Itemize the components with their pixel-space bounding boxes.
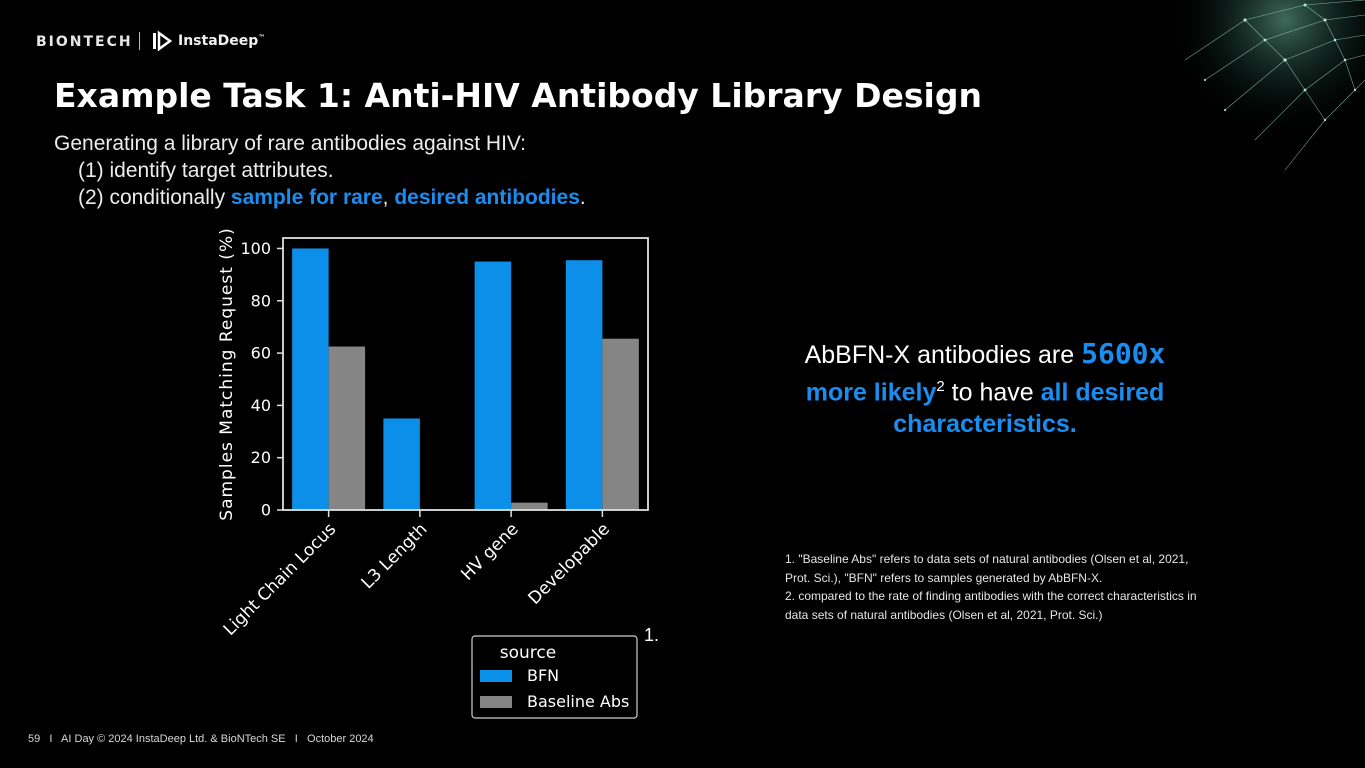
- legend-label: Baseline Abs: [527, 692, 629, 711]
- highlight-desired-antibodies: desired antibodies: [394, 186, 580, 209]
- intro-line-3-prefix: (2) conditionally: [78, 186, 231, 209]
- network-decoration: [1165, 0, 1365, 200]
- legend-title: source: [500, 643, 556, 663]
- callout-superscript: 2: [936, 378, 945, 395]
- bar-bfn-2: [474, 261, 512, 510]
- bar-baseline-abs-3: [602, 338, 639, 510]
- x-tick-label: L3 Length: [358, 519, 432, 593]
- intro-text: Generating a library of rare antibodies …: [54, 130, 586, 211]
- footer-date: October 2024: [307, 733, 374, 745]
- intro-line-3-end: .: [579, 186, 586, 209]
- slide-title: Example Task 1: Anti-HIV Antibody Librar…: [54, 76, 982, 115]
- biontech-logo: BIONTECH: [36, 34, 133, 50]
- callout-text-2: to have: [944, 378, 1041, 407]
- bar-bfn-0: [292, 248, 329, 510]
- highlight-sample-rare: sample for rare: [230, 186, 383, 209]
- footer-copyright: AI Day © 2024 InstaDeep Ltd. & BioNTech …: [61, 733, 286, 745]
- footer-separator: I: [294, 733, 298, 745]
- instadeep-logo-text: InstaDeep: [178, 33, 259, 49]
- figure-footnote-marker: 1.: [644, 625, 660, 645]
- footer-page-number: 59: [28, 733, 41, 745]
- y-tick-label: 0: [261, 501, 271, 520]
- y-tick-label: 80: [251, 291, 271, 310]
- y-tick-label: 20: [251, 448, 271, 467]
- y-axis-label: Samples Matching Request (%): [217, 227, 237, 520]
- plot-frame: [282, 237, 649, 511]
- intro-line-3-mid: ,: [382, 186, 395, 209]
- y-tick-label: 60: [251, 344, 271, 363]
- footnotes: 1. "Baseline Abs" refers to data sets of…: [785, 550, 1215, 624]
- bar-baseline-abs-2: [511, 502, 548, 510]
- bar-bfn-3: [565, 260, 603, 510]
- y-tick-label: 100: [240, 239, 271, 258]
- instadeep-logo: InstaDeep™: [152, 30, 265, 52]
- callout-text-1: AbBFN-X antibodies are: [804, 341, 1082, 369]
- logo-divider: [139, 32, 140, 50]
- callout-text: AbBFN-X antibodies are 5600x more likely…: [770, 338, 1200, 440]
- legend-swatch-bfn: [480, 670, 512, 682]
- instadeep-logo-icon: [153, 30, 172, 52]
- legend-swatch-baseline-abs: [480, 696, 512, 708]
- x-tick-label: Light Chain Locus: [220, 519, 341, 640]
- bar-bfn-1: [383, 418, 420, 510]
- callout-more-likely: more likely: [805, 378, 937, 407]
- bar-baseline-abs-0: [328, 346, 366, 510]
- trademark-symbol: ™: [258, 33, 266, 42]
- callout-all-desired: all desired characteristics.: [893, 378, 1165, 439]
- footer: 59 I AI Day © 2024 InstaDeep Ltd. & BioN…: [28, 733, 374, 745]
- intro-line-1: Generating a library of rare antibodies …: [54, 132, 526, 155]
- footnote-1: 1. "Baseline Abs" refers to data sets of…: [785, 552, 1189, 585]
- footnote-2: 2. compared to the rate of finding antib…: [785, 589, 1197, 622]
- intro-line-3: (2) conditionally sample for rare, desir…: [54, 184, 586, 211]
- x-tick-label: Developable: [525, 519, 614, 608]
- footer-separator: I: [49, 733, 53, 745]
- legend-label: BFN: [527, 666, 559, 685]
- x-tick-label: HV gene: [457, 519, 522, 584]
- intro-line-2: (1) identify target attributes.: [78, 159, 334, 182]
- legend-box: [471, 635, 638, 719]
- callout-5600x: 5600x: [1081, 337, 1166, 370]
- y-tick-label: 40: [251, 396, 271, 415]
